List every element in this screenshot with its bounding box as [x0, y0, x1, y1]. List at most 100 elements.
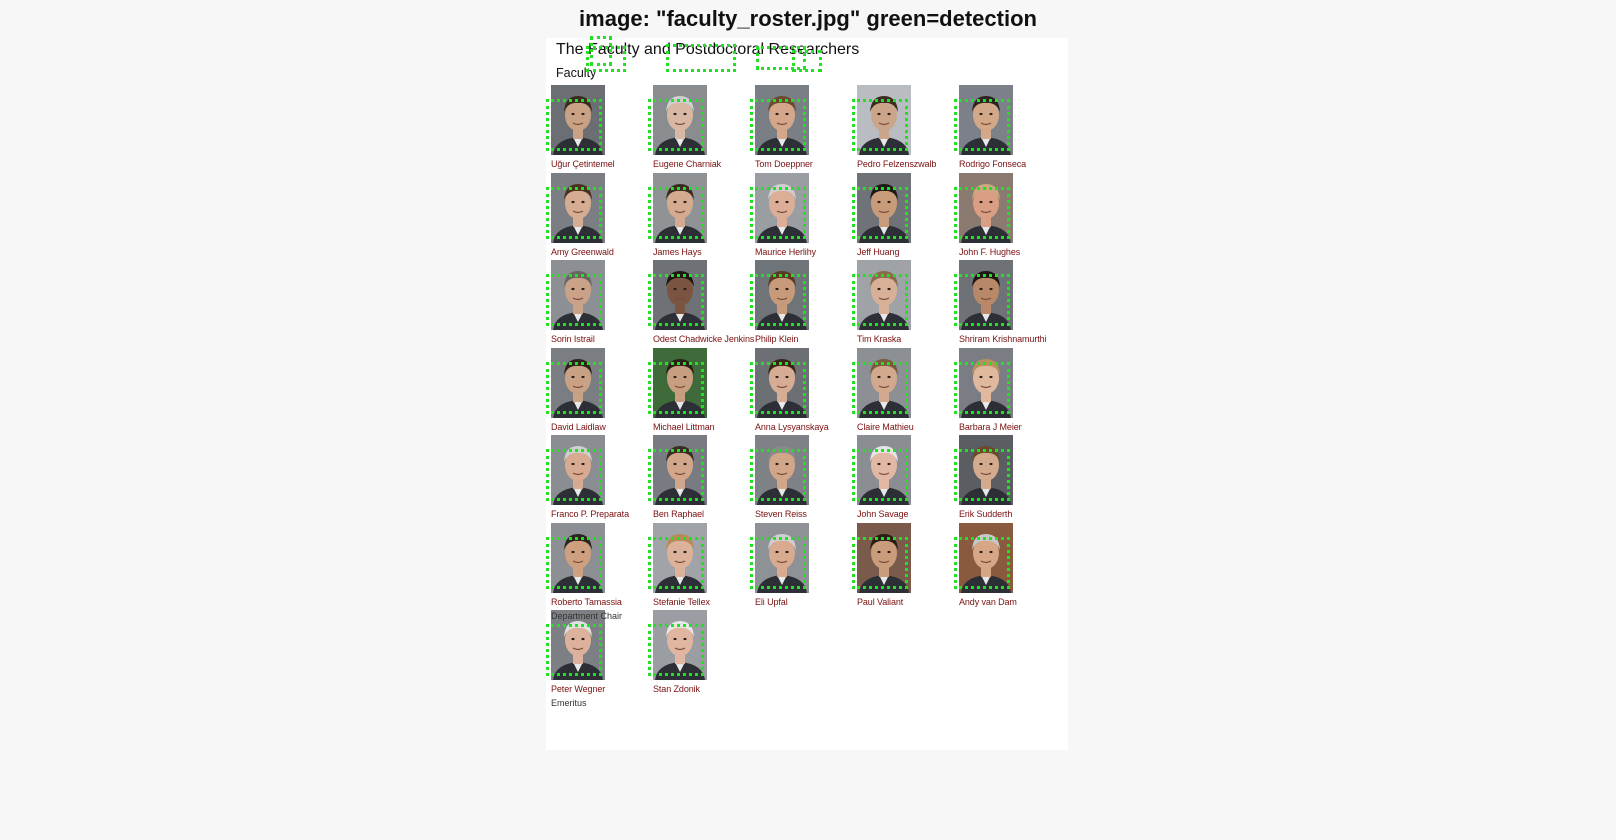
- faculty-photo[interactable]: [551, 260, 605, 330]
- faculty-photo[interactable]: [551, 347, 605, 418]
- faculty-card-amy-greenwald[interactable]: Amy Greenwald: [546, 172, 648, 259]
- faculty-card-odest-chadwicke-jenkins[interactable]: Odest Chadwicke Jenkins: [648, 260, 754, 346]
- faculty-name-link[interactable]: Michael Littman: [653, 421, 715, 432]
- faculty-card-sorin-istrail[interactable]: Sorin Istrail: [546, 260, 648, 346]
- faculty-photo[interactable]: [755, 260, 809, 330]
- faculty-card-tom-doeppner[interactable]: Tom Doeppner: [750, 85, 852, 171]
- faculty-photo[interactable]: [551, 85, 605, 155]
- faculty-photo[interactable]: [551, 435, 605, 505]
- faculty-name-link[interactable]: Tom Doeppner: [755, 159, 813, 169]
- faculty-name-link[interactable]: Pedro Felzenszwalb: [857, 159, 937, 169]
- faculty-photo[interactable]: [653, 522, 707, 593]
- faculty-photo[interactable]: [755, 435, 809, 505]
- faculty-name-link[interactable]: Jeff Huang: [857, 246, 900, 257]
- faculty-name-link[interactable]: Paul Valiant: [857, 596, 904, 607]
- faculty-name-link[interactable]: Andy van Dam: [959, 596, 1017, 607]
- faculty-card-jeff-huang[interactable]: Jeff Huang: [852, 172, 954, 259]
- faculty-card-james-hays[interactable]: James Hays: [648, 172, 750, 259]
- faculty-photo[interactable]: [755, 347, 809, 418]
- faculty-name-link[interactable]: Eugene Charniak: [653, 159, 722, 169]
- faculty-role-note: Department Chair: [551, 610, 623, 621]
- faculty-card-claire-mathieu[interactable]: Claire Mathieu: [852, 347, 954, 434]
- faculty-name-link[interactable]: Stan Zdonik: [653, 684, 700, 694]
- faculty-card-eli-upfal[interactable]: Eli Upfal: [750, 522, 852, 609]
- faculty-card-franco-p-preparata[interactable]: Franco P. Preparata: [546, 435, 648, 521]
- faculty-photo[interactable]: [653, 435, 707, 505]
- faculty-name-link[interactable]: Stefanie Tellex: [653, 596, 710, 607]
- faculty-photo[interactable]: [653, 610, 707, 680]
- faculty-card-michael-littman[interactable]: Michael Littman: [648, 347, 750, 434]
- faculty-name-link[interactable]: Anna Lysyanskaya: [755, 421, 829, 432]
- faculty-name-link[interactable]: Roberto Tamassia: [551, 596, 622, 607]
- faculty-card-john-savage[interactable]: John Savage: [852, 435, 954, 521]
- faculty-name-link[interactable]: Philip Klein: [755, 334, 799, 344]
- faculty-name-link[interactable]: John Savage: [857, 509, 909, 519]
- faculty-name-link[interactable]: Steven Reiss: [755, 509, 807, 519]
- portrait-graphic: [653, 435, 707, 505]
- faculty-name-link[interactable]: David Laidlaw: [551, 421, 606, 432]
- faculty-photo[interactable]: [857, 435, 911, 505]
- faculty-card-anna-lysyanskaya[interactable]: Anna Lysyanskaya: [750, 347, 852, 434]
- faculty-photo[interactable]: [857, 85, 911, 155]
- faculty-card-stan-zdonik[interactable]: Stan Zdonik: [648, 610, 750, 696]
- faculty-card-pedro-felzenszwalb[interactable]: Pedro Felzenszwalb: [852, 85, 954, 171]
- faculty-name-link[interactable]: Eli Upfal: [755, 596, 788, 607]
- faculty-name-link[interactable]: Tim Kraska: [857, 334, 902, 344]
- faculty-photo[interactable]: [755, 172, 809, 243]
- faculty-name-link[interactable]: Uğur Çetintemel: [551, 159, 615, 169]
- faculty-card-rodrigo-fonseca[interactable]: Rodrigo Fonseca: [954, 85, 1056, 171]
- faculty-card-peter-wegner[interactable]: Peter Wegner: [546, 610, 648, 696]
- faculty-card-stefanie-tellex[interactable]: Stefanie Tellex: [648, 522, 750, 609]
- faculty-photo[interactable]: [857, 522, 911, 593]
- faculty-name-link[interactable]: James Hays: [653, 246, 702, 257]
- faculty-name-link[interactable]: Claire Mathieu: [857, 421, 914, 432]
- faculty-photo[interactable]: [551, 522, 605, 593]
- faculty-photo[interactable]: [857, 172, 911, 243]
- faculty-photo[interactable]: [959, 522, 1013, 593]
- faculty-card-shriram-krishnamurthi[interactable]: Shriram Krishnamurthi: [954, 260, 1056, 346]
- faculty-card-philip-klein[interactable]: Philip Klein: [750, 260, 852, 346]
- faculty-photo[interactable]: [857, 260, 911, 330]
- faculty-card-maurice-herlihy[interactable]: Maurice Herlihy: [750, 172, 852, 259]
- faculty-name-link[interactable]: Rodrigo Fonseca: [959, 159, 1027, 169]
- faculty-name-link[interactable]: Maurice Herlihy: [755, 246, 817, 257]
- faculty-card-john-f-hughes[interactable]: John F. Hughes: [954, 172, 1056, 259]
- faculty-photo[interactable]: [959, 172, 1013, 243]
- faculty-photo[interactable]: [959, 347, 1013, 418]
- faculty-card-tim-kraska[interactable]: Tim Kraska: [852, 260, 954, 346]
- faculty-photo[interactable]: [551, 172, 605, 243]
- faculty-card-erik-sudderth[interactable]: Erik Sudderth: [954, 435, 1056, 521]
- faculty-card-paul-valiant[interactable]: Paul Valiant: [852, 522, 954, 609]
- faculty-card-eugene-charniak[interactable]: Eugene Charniak: [648, 85, 750, 171]
- faculty-card-barbara-j-meier[interactable]: Barbara J Meier: [954, 347, 1056, 434]
- faculty-name-link[interactable]: Sorin Istrail: [551, 334, 595, 344]
- faculty-photo[interactable]: [653, 85, 707, 155]
- faculty-photo[interactable]: [857, 347, 911, 418]
- faculty-photo[interactable]: [551, 610, 605, 680]
- faculty-photo[interactable]: [959, 435, 1013, 505]
- faculty-name-link[interactable]: Barbara J Meier: [959, 421, 1022, 432]
- faculty-card-u-ur-etintemel[interactable]: Uğur Çetintemel: [546, 85, 648, 171]
- portrait-graphic: [551, 172, 605, 243]
- faculty-card-ben-raphael[interactable]: Ben Raphael: [648, 435, 750, 521]
- faculty-name-link[interactable]: Erik Sudderth: [959, 509, 1013, 519]
- faculty-card-roberto-tamassia[interactable]: Roberto Tamassia: [546, 522, 648, 609]
- faculty-name-link[interactable]: Odest Chadwicke Jenkins: [653, 334, 755, 344]
- portrait-graphic: [653, 347, 707, 418]
- faculty-name-link[interactable]: Franco P. Preparata: [551, 509, 629, 519]
- faculty-card-david-laidlaw[interactable]: David Laidlaw: [546, 347, 648, 434]
- faculty-name-link[interactable]: Peter Wegner: [551, 684, 606, 694]
- faculty-photo[interactable]: [653, 260, 707, 330]
- faculty-card-andy-van-dam[interactable]: Andy van Dam: [954, 522, 1056, 609]
- faculty-photo[interactable]: [755, 522, 809, 593]
- faculty-photo[interactable]: [959, 260, 1013, 330]
- faculty-photo[interactable]: [653, 347, 707, 418]
- faculty-name-link[interactable]: Ben Raphael: [653, 509, 704, 519]
- faculty-photo[interactable]: [959, 85, 1013, 155]
- faculty-photo[interactable]: [653, 172, 707, 243]
- faculty-name-link[interactable]: Shriram Krishnamurthi: [959, 334, 1047, 344]
- faculty-name-link[interactable]: Amy Greenwald: [551, 246, 614, 257]
- faculty-card-steven-reiss[interactable]: Steven Reiss: [750, 435, 852, 521]
- faculty-photo[interactable]: [755, 85, 809, 155]
- faculty-name-link[interactable]: John F. Hughes: [959, 246, 1021, 257]
